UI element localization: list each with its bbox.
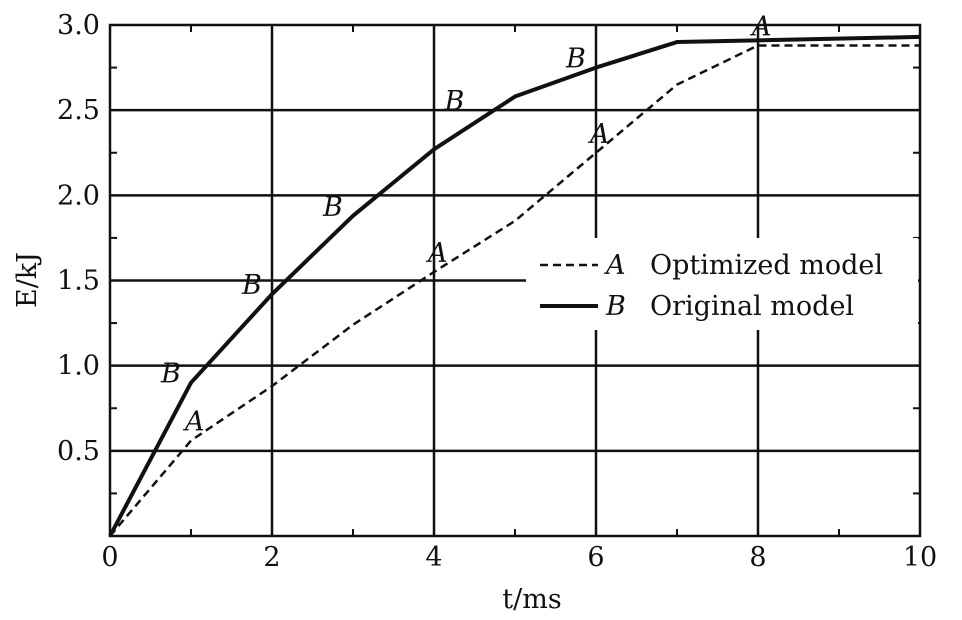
legend-box [526,238,918,330]
series-label-B: B [565,44,586,75]
y-tick-label: 3.0 [57,10,100,41]
series-label-B: B [241,270,262,301]
series-label-A: A [587,119,610,150]
y-axis-label: E/kJ [12,252,43,308]
series-lines [108,34,921,537]
legend-letter-optimized: A [603,250,626,281]
x-tick-label: 2 [263,542,280,573]
x-tick-labels: 0 2 4 6 8 10 [101,542,937,573]
x-tick-label: 0 [101,542,118,573]
series-label-B: B [160,359,181,390]
series-label-A: A [425,238,448,269]
series-line-optimized [109,44,920,537]
series-label-B: B [322,192,343,223]
x-tick-label: 4 [425,542,442,573]
legend-letter-original: B [605,291,626,322]
series-label-A: A [182,407,205,438]
plot-frame [108,23,922,538]
y-tick-label: 2.0 [57,180,100,211]
minor-ticks [110,25,920,536]
legend-label-optimized: Optimized model [650,250,883,281]
x-tick-label: 6 [587,542,604,573]
x-tick-label: 8 [749,542,766,573]
x-axis-label: t/ms [502,584,561,615]
series-label-A: A [749,11,772,42]
y-tick-labels: 0.5 1.0 1.5 2.0 2.5 3.0 [57,10,100,467]
legend: A Optimized model B Original model [526,238,918,330]
series-label-B: B [444,86,465,117]
x-tick-label: 10 [903,542,937,573]
legend-label-original: Original model [650,291,854,322]
y-tick-label: 1.5 [57,266,100,297]
y-tick-label: 2.5 [57,95,100,126]
y-tick-label: 1.0 [57,351,100,382]
series-line-original [108,34,921,537]
y-tick-label: 0.5 [57,436,100,467]
